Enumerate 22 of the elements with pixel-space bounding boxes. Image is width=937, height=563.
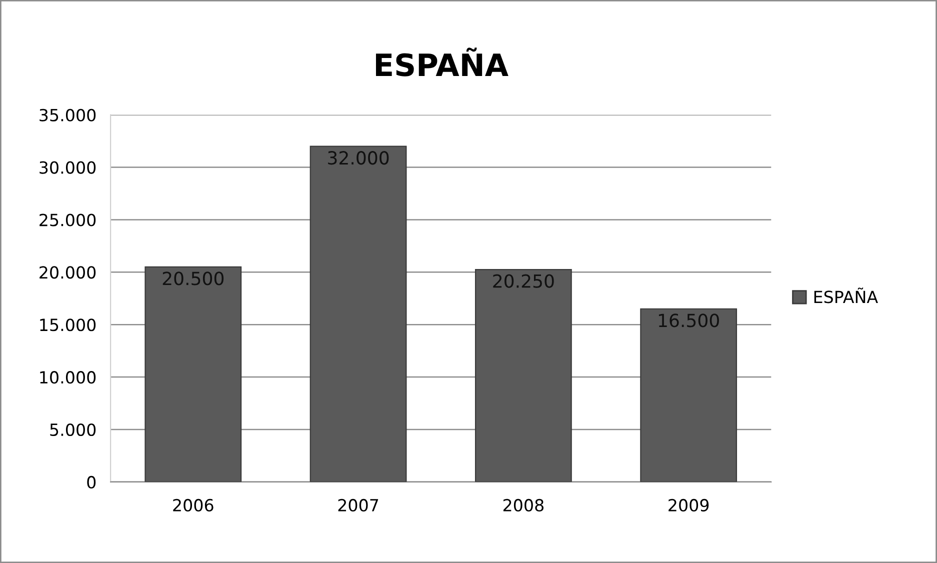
y-tick-label: 5.000 <box>50 423 96 436</box>
data-label: 32.000 <box>328 151 389 165</box>
y-tick-label: 20.000 <box>40 266 96 279</box>
y-tick-label: 30.000 <box>40 161 96 174</box>
legend-label: ESPAÑA <box>814 288 878 304</box>
bar <box>474 268 572 482</box>
x-tick-label: 2009 <box>668 498 709 512</box>
y-tick-label: 0 <box>87 476 96 488</box>
data-label: 16.500 <box>658 314 719 328</box>
y-tick-label: 35.000 <box>40 108 96 122</box>
bar <box>310 146 407 482</box>
data-label: 20.250 <box>493 274 554 288</box>
data-label: 20.500 <box>162 272 224 286</box>
y-tick-label: 10.000 <box>40 371 96 384</box>
x-tick-label: 2006 <box>173 498 214 512</box>
chart-title: ESPAÑA <box>376 48 508 76</box>
y-tick-label: 15.000 <box>40 318 96 332</box>
bar <box>640 308 738 482</box>
x-tick-label: 2007 <box>338 498 378 512</box>
bar <box>144 266 242 482</box>
x-tick-label: 2008 <box>503 498 544 512</box>
y-tick-label: 25.000 <box>40 214 96 226</box>
